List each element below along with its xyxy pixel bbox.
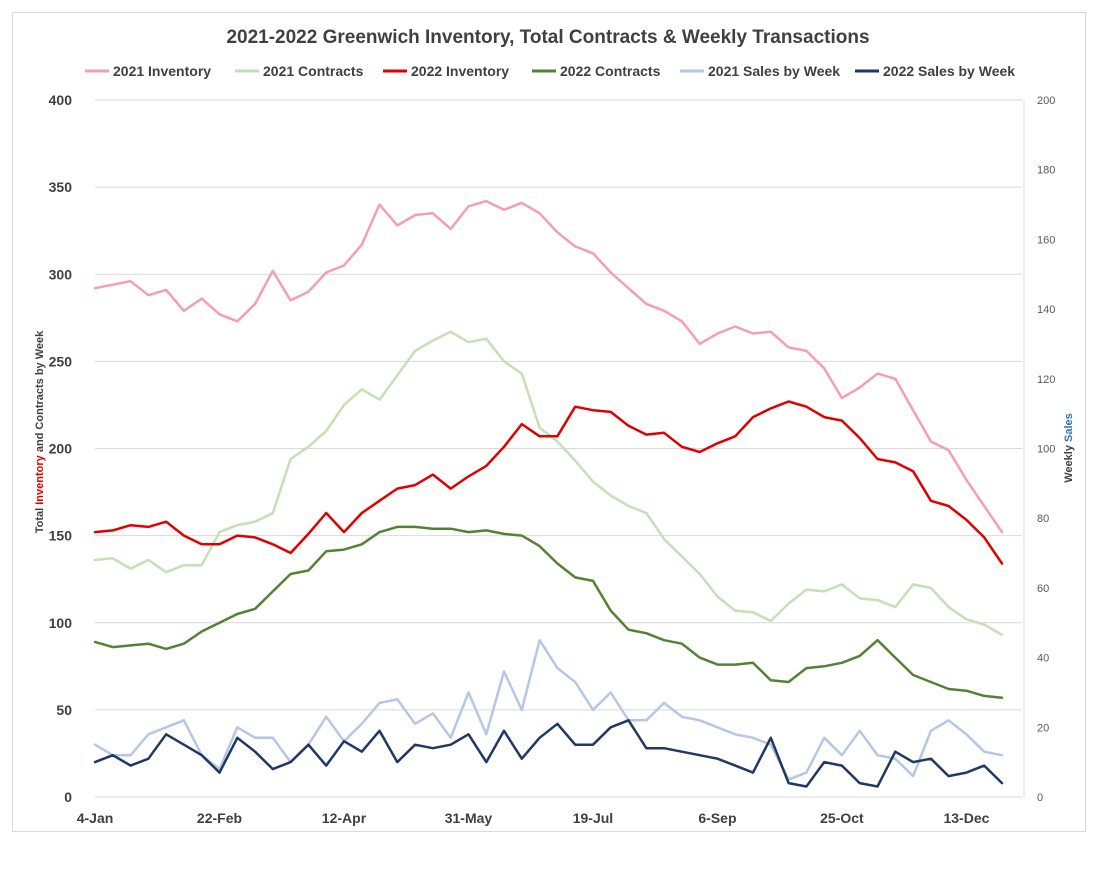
- legend-label: 2021 Sales by Week: [708, 63, 840, 79]
- x-tick-label: 13-Dec: [943, 810, 989, 826]
- series-line-2022-sales-by-week: [93, 719, 1004, 788]
- right-tick-label: 200: [1037, 95, 1055, 107]
- right-tick-label: 60: [1037, 583, 1049, 595]
- left-axis-title-part: Inventory: [34, 454, 46, 504]
- right-axis-title: Weekly Sales: [1063, 413, 1075, 483]
- right-tick-label: 0: [1037, 792, 1043, 804]
- legend-label: 2021 Contracts: [263, 63, 364, 79]
- series-line-2022-inventory: [93, 400, 1004, 565]
- left-tick-label: 100: [49, 615, 73, 631]
- legend-label: 2022 Contracts: [560, 63, 661, 79]
- right-tick-label: 20: [1037, 722, 1049, 734]
- left-tick-label: 300: [49, 266, 73, 282]
- legend: 2021 Inventory 2021 Contracts 2022 Invento…: [85, 63, 1015, 79]
- x-tick-label: 4-Jan: [77, 810, 114, 826]
- left-axis-title: Total Inventory and Contracts by Week: [34, 330, 46, 533]
- gridlines: [95, 99, 1022, 798]
- x-tick-label: 22-Feb: [197, 810, 242, 826]
- chart-title: 2021-2022 Greenwich Inventory, Total Con…: [226, 27, 869, 48]
- series-line-2021-inventory: [93, 199, 1004, 534]
- series-line-2021-contracts: [93, 330, 1004, 637]
- left-axis-title-part: and Contracts by Week: [34, 330, 46, 455]
- x-tick-label: 19-Jul: [573, 810, 613, 826]
- left-tick-label: 200: [49, 441, 73, 457]
- x-tick-label: 25-Oct: [820, 810, 864, 826]
- left-tick-label: 0: [64, 789, 72, 805]
- right-tick-label: 40: [1037, 653, 1049, 665]
- right-tick-label: 100: [1037, 444, 1055, 456]
- chart-area: [12, 12, 1086, 832]
- x-tick-label: 12-Apr: [322, 810, 367, 826]
- x-tick-label: 31-May: [445, 810, 493, 826]
- left-tick-label: 350: [49, 179, 73, 195]
- right-axis-ticks: 0 20 40 60 80 100 120 140 160 180 200: [1037, 95, 1055, 804]
- left-tick-label: 400: [49, 92, 73, 108]
- left-axis-ticks: 0 50 100 150 200 250 300 350 400: [49, 92, 73, 805]
- right-tick-label: 140: [1037, 304, 1055, 316]
- series-line-2021-sales-by-week: [93, 638, 1004, 781]
- legend-label: 2021 Inventory: [113, 63, 211, 79]
- legend-label: 2022 Sales by Week: [883, 63, 1015, 79]
- right-axis-title-part: Sales: [1063, 413, 1075, 442]
- left-tick-label: 50: [56, 702, 72, 718]
- right-axis-title-part: Weekly: [1063, 442, 1075, 483]
- right-tick-label: 160: [1037, 234, 1055, 246]
- right-tick-label: 180: [1037, 165, 1055, 177]
- left-tick-label: 150: [49, 528, 73, 544]
- series-line-2022-contracts: [93, 525, 1004, 699]
- right-tick-label: 80: [1037, 513, 1049, 525]
- x-axis-ticks: 4-Jan 22-Feb 12-Apr 31-May 19-Jul 6-Sep 25-Oct…: [77, 810, 990, 826]
- left-axis-title-part: Total: [34, 505, 46, 534]
- left-tick-label: 250: [49, 353, 73, 369]
- legend-label: 2022 Inventory: [411, 63, 509, 79]
- right-tick-label: 120: [1037, 374, 1055, 386]
- x-tick-label: 6-Sep: [698, 810, 736, 826]
